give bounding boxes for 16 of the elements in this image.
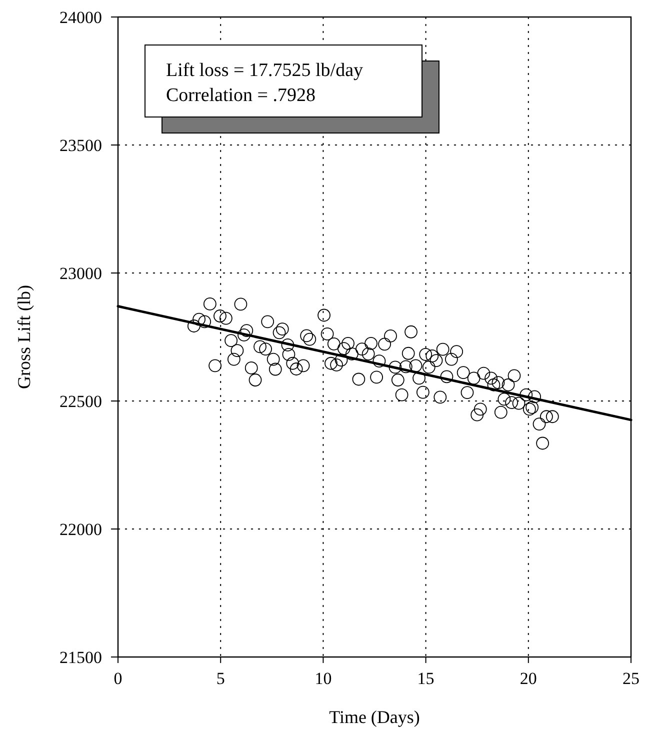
y-axis-title: Gross Lift (lb)	[14, 285, 34, 389]
x-tick-label: 25	[622, 669, 640, 688]
y-tick-label: 22500	[60, 392, 102, 411]
x-tick-label: 20	[520, 669, 537, 688]
y-tick-label: 21500	[60, 648, 102, 667]
annotation: Correlation = .7928	[166, 85, 316, 106]
x-tick-label: 15	[417, 669, 434, 688]
y-tick-label: 22000	[60, 520, 102, 539]
x-axis-title: Time (Days)	[329, 707, 420, 727]
annotation: Lift loss = 17.7525 lb/day	[166, 60, 364, 81]
y-tick-label: 24000	[60, 8, 102, 27]
x-tick-label: 10	[314, 669, 332, 688]
x-tick-label: 5	[216, 669, 225, 688]
y-tick-label: 23000	[60, 264, 102, 283]
y-tick-label: 23500	[60, 136, 102, 155]
x-tick-label: 0	[114, 669, 122, 688]
